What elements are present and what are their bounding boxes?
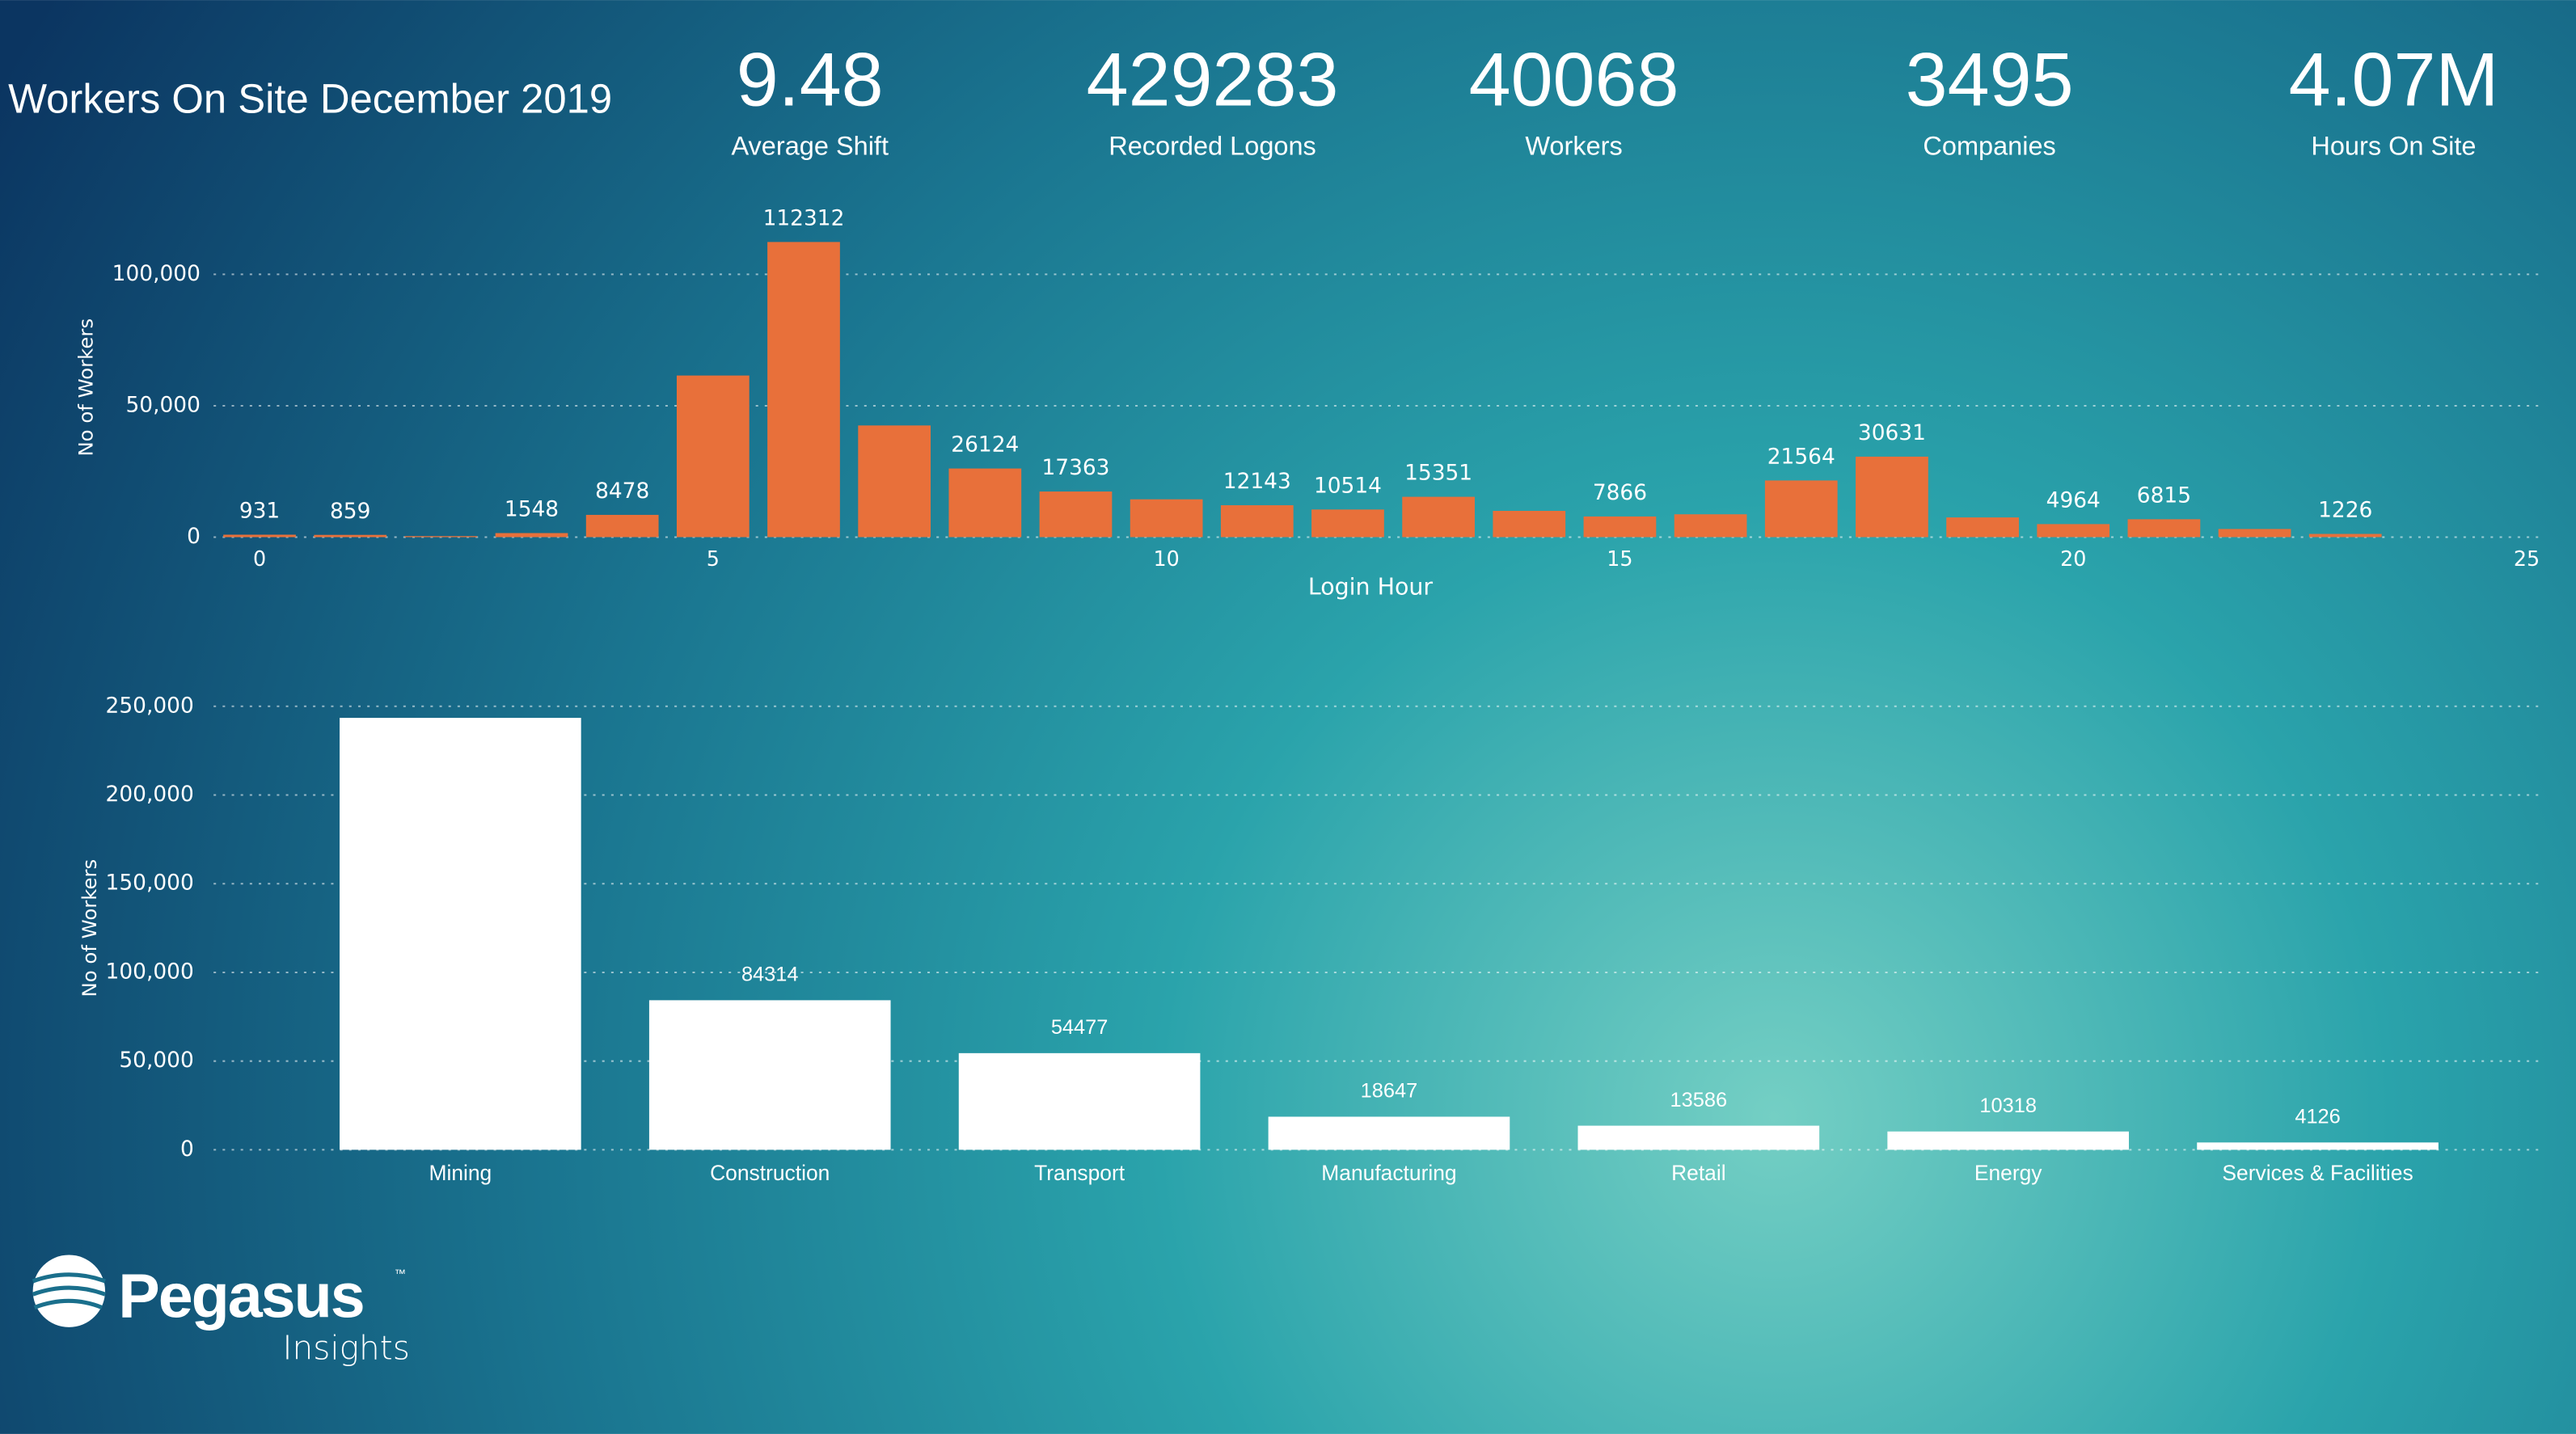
- data-label: 21564: [1767, 444, 1835, 469]
- data-label: 931: [239, 499, 280, 524]
- data-label: 17363: [1041, 455, 1109, 480]
- kpi-label: Recorded Logons: [1109, 132, 1316, 161]
- y-tick-label: 100,000: [112, 261, 201, 286]
- kpi-label: Companies: [1923, 132, 2055, 161]
- x-tick-label: Energy: [1974, 1161, 2042, 1185]
- kpi-value: 9.48: [737, 36, 884, 121]
- bar: [1268, 1116, 1510, 1150]
- kpi-value: 429283: [1087, 36, 1339, 121]
- logo-name: Pegasus: [118, 1262, 363, 1331]
- logo-icon: [32, 1255, 106, 1327]
- x-tick-label: Services & Facilities: [2222, 1161, 2413, 1185]
- bar: [648, 1000, 891, 1150]
- bar: [223, 534, 296, 538]
- data-label: 12143: [1223, 469, 1291, 494]
- bar: [1674, 514, 1747, 538]
- data-label: 13586: [1670, 1089, 1728, 1111]
- y-tick-label: 50,000: [125, 392, 200, 417]
- y-tick-label: 50,000: [119, 1048, 193, 1073]
- bar: [1402, 496, 1475, 538]
- x-axis-title: Login Hour: [1308, 573, 1434, 600]
- kpi-label: Hours On Site: [2311, 132, 2476, 161]
- bar: [2218, 529, 2291, 538]
- x-tick-label: Mining: [429, 1161, 492, 1185]
- y-axis-title: No of Workers: [78, 859, 101, 997]
- data-label: 26124: [951, 432, 1019, 458]
- bar: [404, 536, 478, 538]
- bar: [2127, 519, 2201, 538]
- kpi-label: Average Shift: [731, 132, 889, 161]
- bar: [1856, 456, 1928, 538]
- bar: [1764, 480, 1838, 538]
- bar: [676, 375, 750, 538]
- x-tick-label: 15: [1607, 546, 1632, 571]
- y-tick-label: 250,000: [106, 693, 194, 718]
- bar: [2308, 534, 2382, 538]
- kpi: 9.48 Average Shift 429283 Recorded Logon…: [731, 36, 2498, 160]
- data-label: 84314: [741, 964, 799, 986]
- bar: [314, 534, 387, 538]
- data-label: 1226: [2318, 498, 2372, 523]
- bar: [767, 242, 840, 538]
- kpi-value: 3495: [1906, 36, 2074, 121]
- bar: [1946, 517, 2019, 538]
- data-label: 112312: [763, 205, 845, 230]
- data-label: 10514: [1314, 473, 1382, 498]
- data-label: 54477: [1051, 1016, 1109, 1039]
- bar: [1887, 1131, 2130, 1150]
- x-tick-label: 5: [707, 546, 720, 571]
- bar: [1583, 516, 1657, 538]
- page-title: Workers On Site December 2019: [8, 75, 612, 121]
- logo-stripes: [32, 1272, 106, 1310]
- bar: [1039, 491, 1113, 538]
- bar: [585, 514, 659, 538]
- y-tick-label: 0: [180, 1137, 194, 1162]
- data-label: 18647: [1361, 1080, 1418, 1103]
- y-tick-label: 200,000: [106, 782, 194, 807]
- bar: [1311, 509, 1384, 538]
- y-axis-title: No of Workers: [74, 318, 98, 457]
- y-tick-label: 0: [187, 524, 201, 549]
- x-tick-label: Manufacturing: [1321, 1161, 1456, 1185]
- data-label: 859: [330, 499, 370, 524]
- kpi-value: 4.07M: [2289, 36, 2499, 121]
- x-tick-label: Retail: [1671, 1161, 1726, 1185]
- data-label: 1548: [505, 497, 559, 522]
- x-tick-label: Transport: [1034, 1161, 1125, 1185]
- logo-sub: Insights: [282, 1328, 409, 1367]
- x-tick-label: 0: [253, 546, 266, 571]
- bar: [1130, 499, 1203, 538]
- kpi-value: 40068: [1469, 36, 1679, 121]
- data-label: 10318: [1979, 1094, 2037, 1117]
- x-tick-label: 25: [2514, 546, 2540, 571]
- x-tick-label: 20: [2060, 546, 2086, 571]
- y-tick-label: 100,000: [106, 959, 194, 984]
- logo: Pegasus ™ Insights: [32, 1255, 410, 1367]
- bar: [2197, 1142, 2439, 1150]
- bar: [1220, 505, 1294, 538]
- data-label: 6815: [2137, 483, 2191, 508]
- y-tick-label: 150,000: [106, 871, 194, 896]
- logo-trademark: ™: [395, 1268, 406, 1281]
- data-label: 30631: [1858, 420, 1926, 445]
- bar: [340, 718, 581, 1150]
- data-label: 4964: [2046, 487, 2101, 512]
- data-label: 7866: [1593, 480, 1647, 505]
- bar: [1493, 510, 1566, 538]
- x-tick-label: Construction: [710, 1161, 830, 1185]
- data-label: 4126: [2295, 1106, 2340, 1128]
- bar: [948, 468, 1022, 538]
- kpi-label: Workers: [1525, 132, 1622, 161]
- data-label: 15351: [1404, 461, 1472, 486]
- bar: [495, 533, 568, 538]
- data-label: 8478: [595, 479, 649, 504]
- bar: [858, 425, 931, 538]
- bar: [1577, 1125, 1820, 1150]
- bar: [958, 1052, 1201, 1150]
- x-tick-label: 10: [1153, 546, 1179, 571]
- bar: [2037, 524, 2110, 538]
